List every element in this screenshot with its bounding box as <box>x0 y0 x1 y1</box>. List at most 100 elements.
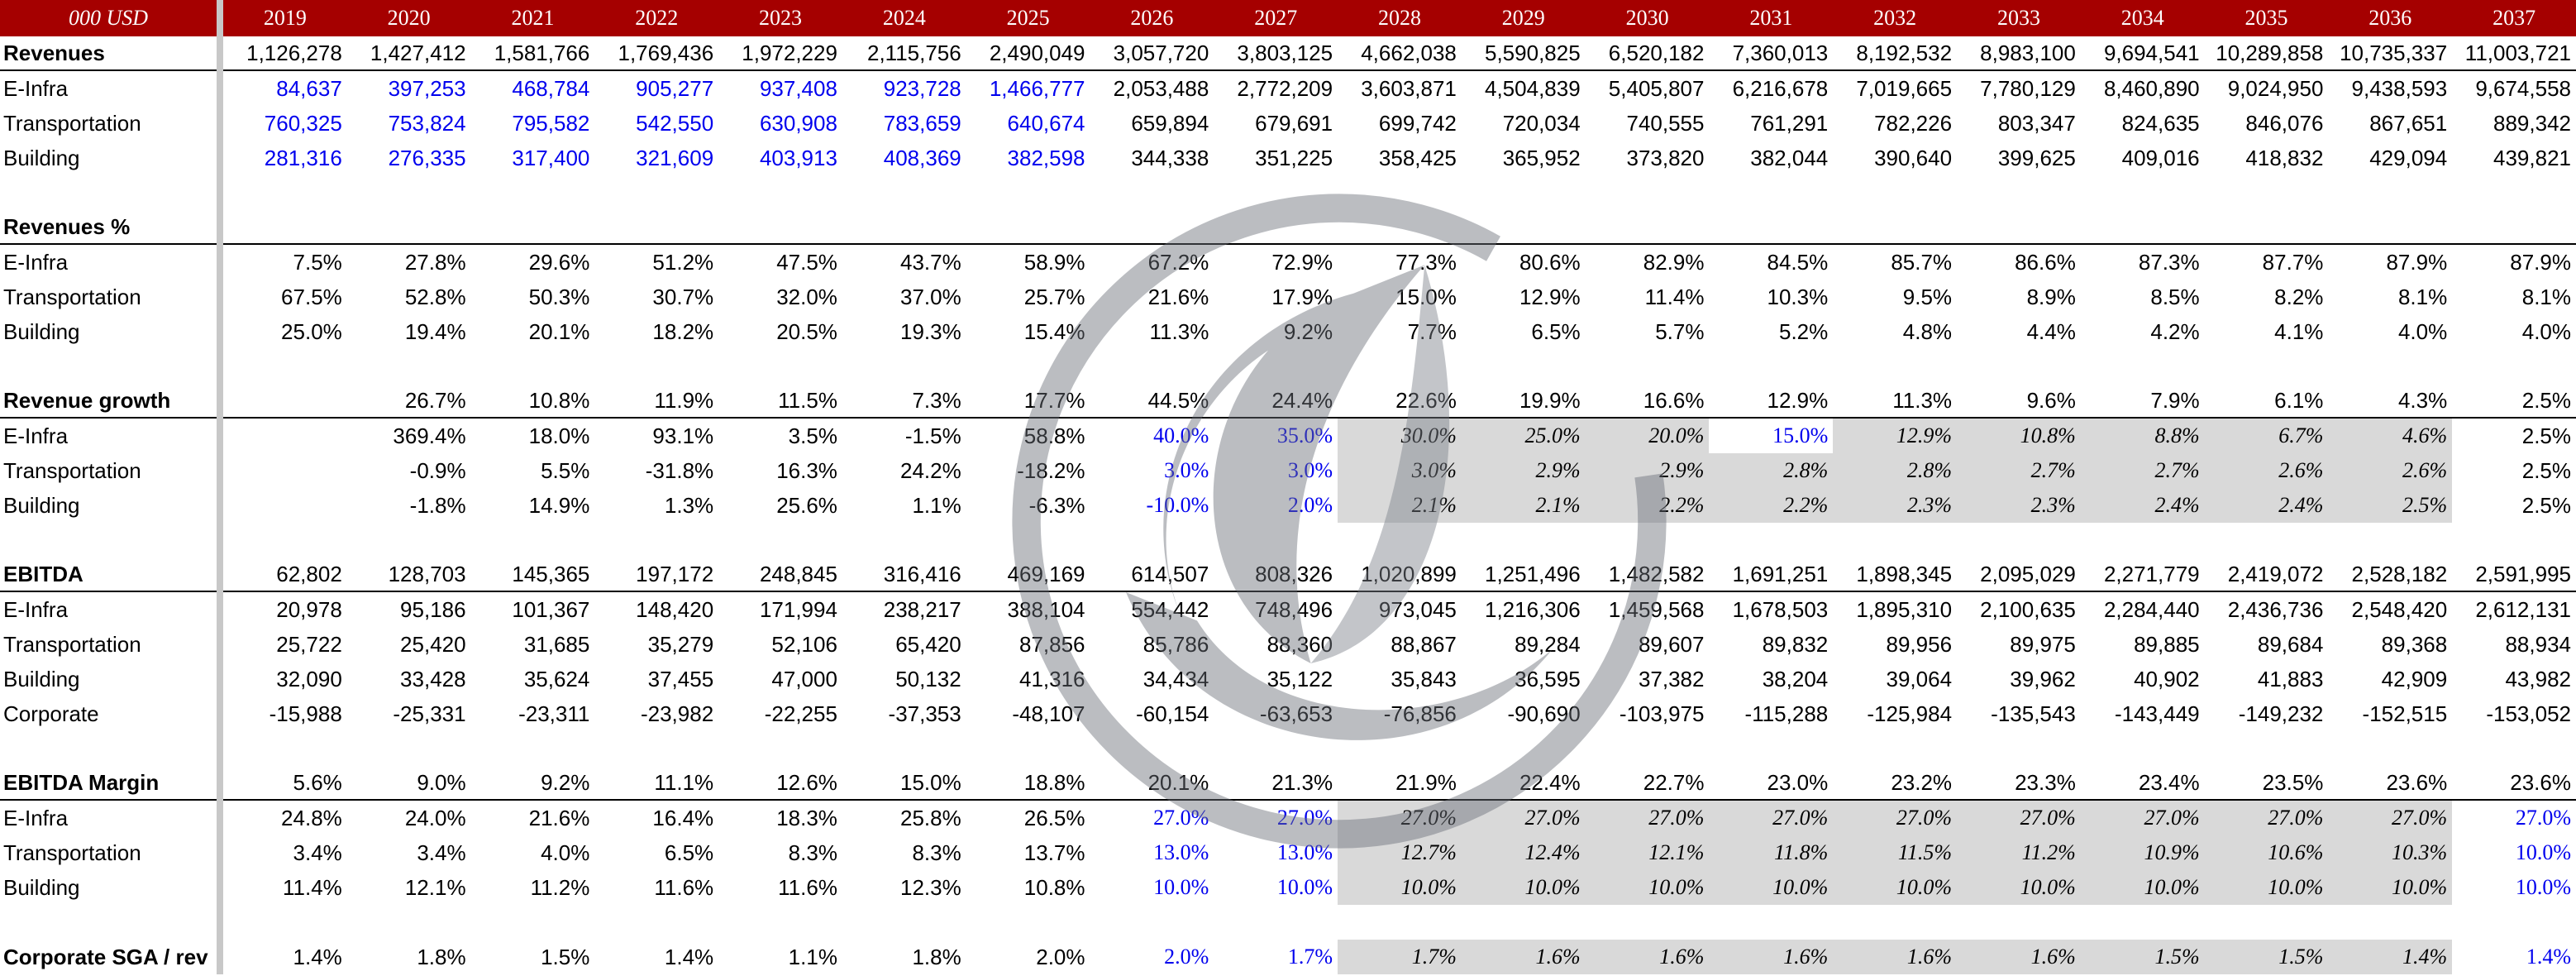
row-value: 1,895,310 <box>1856 596 1953 622</box>
blank <box>2452 523 2576 557</box>
separator <box>217 453 223 488</box>
row-value: 93.1% <box>652 423 714 448</box>
section-value: 5.6% <box>223 766 347 801</box>
blank <box>1338 905 1462 940</box>
row-value <box>223 419 347 453</box>
row-value: 10.8% <box>1957 419 2081 453</box>
row-value: 8.1% <box>2521 284 2571 309</box>
row-value: 760,325 <box>264 110 342 136</box>
row-value: 1.1% <box>912 492 961 518</box>
blank <box>1214 349 1338 384</box>
row-value: 369.4% <box>393 423 466 448</box>
section-value <box>470 210 595 245</box>
blank <box>1462 523 1586 557</box>
row-value: 699,742 <box>1378 110 1457 136</box>
separator <box>217 592 223 627</box>
section-value: 21.3% <box>1214 766 1338 801</box>
row-value: 2.1% <box>1461 488 1586 523</box>
blank <box>1586 349 1710 384</box>
row-value: 2.7% <box>1957 453 2081 488</box>
section-value: 23.6% <box>2328 766 2453 801</box>
row-label: Transportation <box>3 840 141 865</box>
row-value: 10.0% <box>2515 840 2571 864</box>
row-value: 8.8% <box>2080 419 2205 453</box>
row-value: 10.8% <box>1023 874 1085 900</box>
section-value: 23.4% <box>2080 766 2205 801</box>
blank <box>2205 731 2329 766</box>
row-value: 388,104 <box>1007 596 1085 622</box>
row-value: 27.8% <box>404 249 466 275</box>
blank <box>471 523 595 557</box>
row-value: 39,064 <box>1886 666 1953 691</box>
row-value: 10.0% <box>2328 870 2453 905</box>
section-value: 2,490,049 <box>966 36 1090 71</box>
row-value: 5.7% <box>1655 318 1705 344</box>
row-value: 89,975 <box>2010 631 2076 657</box>
row-value: 8.2% <box>2274 284 2324 309</box>
row-value: 10.0% <box>1276 875 1333 899</box>
row-value: 88,934 <box>2505 631 2571 657</box>
row-value: 41,883 <box>2257 666 2324 691</box>
blank <box>1957 349 2081 384</box>
row-label: Transportation <box>3 631 141 657</box>
row-value: 3.5% <box>788 423 837 448</box>
blank <box>2328 175 2452 210</box>
row-value: 408,369 <box>883 145 961 170</box>
row-value: 2.6% <box>2204 453 2329 488</box>
row-value: 87,856 <box>1018 631 1085 657</box>
row-value: 12.7% <box>1338 835 1462 870</box>
year-header: 2028 <box>1338 0 1462 36</box>
row-value: 468,784 <box>512 75 590 101</box>
separator <box>217 419 223 453</box>
blank <box>0 905 217 940</box>
blank <box>1090 731 1214 766</box>
row-value: 2.5% <box>2521 457 2571 483</box>
blank <box>594 523 718 557</box>
row-value: 9,024,950 <box>2227 75 2324 101</box>
blank <box>347 175 471 210</box>
row-label: Corporate <box>3 701 99 726</box>
row-value: 20,978 <box>276 596 342 622</box>
blank <box>223 349 347 384</box>
blank <box>1833 905 1957 940</box>
section-value: 1.4% <box>2526 945 2571 969</box>
row-value: -103,975 <box>1619 701 1705 726</box>
year-header: 2019 <box>223 0 347 36</box>
row-value: 19.3% <box>900 318 961 344</box>
row-value: -125,984 <box>1867 701 1953 726</box>
section-value: 1,972,229 <box>718 36 842 71</box>
blank <box>966 731 1090 766</box>
section-value: 3,057,720 <box>1090 36 1214 71</box>
section-value <box>718 210 842 245</box>
blank <box>471 175 595 210</box>
section-value: 1.7% <box>1338 940 1462 974</box>
blank <box>1709 523 1833 557</box>
blank <box>718 523 842 557</box>
year-header: 2030 <box>1585 0 1710 36</box>
row-value: 11.6% <box>654 874 714 900</box>
row-value: -23,311 <box>518 701 590 726</box>
blank <box>1462 175 1586 210</box>
blank <box>1338 731 1462 766</box>
section-value: 1.6% <box>1709 940 1834 974</box>
row-label: Transportation <box>3 110 141 136</box>
row-value: 35,843 <box>1391 666 1457 691</box>
section-title: EBITDA <box>0 557 217 592</box>
row-value: -63,653 <box>1259 701 1333 726</box>
row-value: 2,436,736 <box>2227 596 2324 622</box>
row-value: 2.1% <box>1338 488 1462 523</box>
section-value <box>346 210 471 245</box>
year-header: 2032 <box>1833 0 1958 36</box>
row-value: -18.2% <box>1017 457 1085 483</box>
section-value: 6.1% <box>2204 384 2329 419</box>
row-value: 52.8% <box>404 284 466 309</box>
section-value: 62,802 <box>223 557 347 592</box>
row-value: -48,107 <box>1012 701 1085 726</box>
section-value: 22.4% <box>1461 766 1586 801</box>
row-value: 35.0% <box>1276 423 1333 447</box>
row-value: 41,316 <box>1018 666 1085 691</box>
year-header: 2031 <box>1709 0 1834 36</box>
row-value: 12.1% <box>404 874 466 900</box>
section-value: 7.9% <box>2080 384 2205 419</box>
row-value: 3.0% <box>1287 458 1333 482</box>
